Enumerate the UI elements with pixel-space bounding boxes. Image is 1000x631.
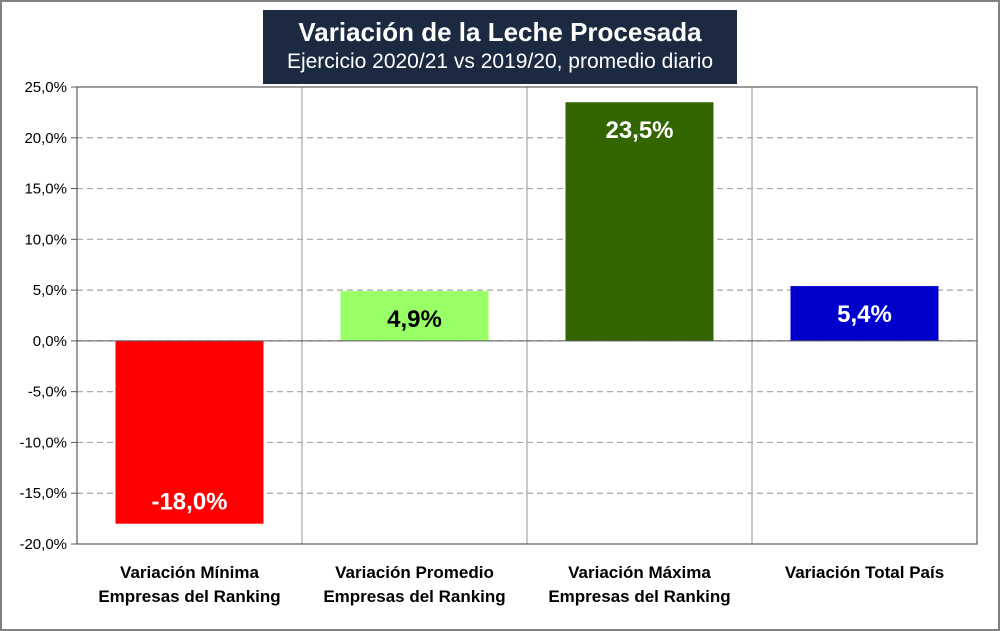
x-category-label: Empresas del Ranking bbox=[98, 587, 280, 606]
y-tick-label: 25,0% bbox=[24, 79, 67, 96]
plot-border bbox=[76, 86, 978, 545]
x-category-label: Empresas del Ranking bbox=[323, 587, 505, 606]
y-tick-label: 20,0% bbox=[24, 130, 67, 147]
y-tick-label: 0,0% bbox=[33, 333, 67, 350]
data-label: 4,9% bbox=[387, 306, 442, 333]
chart-subtitle: Ejercicio 2020/21 vs 2019/20, promedio d… bbox=[286, 50, 714, 73]
chart-title: Variación de la Leche Procesada bbox=[298, 17, 702, 47]
y-tick-label: 5,0% bbox=[33, 282, 67, 299]
data-label: 23,5% bbox=[605, 117, 673, 144]
y-tick-label: -5,0% bbox=[28, 384, 67, 401]
x-category-label: Empresas del Ranking bbox=[548, 587, 730, 606]
chart-title-box: Variación de la Leche Procesada Ejercici… bbox=[263, 10, 737, 84]
x-category-label: Variación Total País bbox=[785, 563, 944, 582]
x-category-label: Variación Mínima bbox=[120, 563, 259, 582]
y-tick-label: -15,0% bbox=[19, 485, 67, 502]
bar bbox=[790, 286, 939, 341]
data-labels: -18,0% 4,9% 23,5% 5,4% bbox=[151, 117, 891, 515]
bar bbox=[565, 102, 714, 341]
y-tick-label: 10,0% bbox=[24, 231, 67, 248]
bar bbox=[115, 340, 264, 524]
y-axis-ticks: 25,0% 20,0% 15,0% 10,0% 5,0% 0,0% -5,0% -10,0% -… bbox=[19, 79, 77, 553]
x-category-label: Variación Promedio bbox=[335, 563, 494, 582]
y-tick-label: -10,0% bbox=[19, 434, 67, 451]
gridlines bbox=[77, 87, 977, 544]
x-axis-labels: Variación Mínima Empresas del Ranking Vari… bbox=[98, 563, 944, 606]
data-label: 5,4% bbox=[837, 301, 892, 328]
y-tick-label: -20,0% bbox=[19, 536, 67, 553]
data-label: -18,0% bbox=[151, 489, 227, 516]
bar bbox=[340, 291, 489, 341]
bars bbox=[115, 102, 939, 524]
plot-area bbox=[76, 86, 978, 545]
y-tick-label: 15,0% bbox=[24, 181, 67, 198]
x-category-label: Variación Máxima bbox=[568, 563, 711, 582]
